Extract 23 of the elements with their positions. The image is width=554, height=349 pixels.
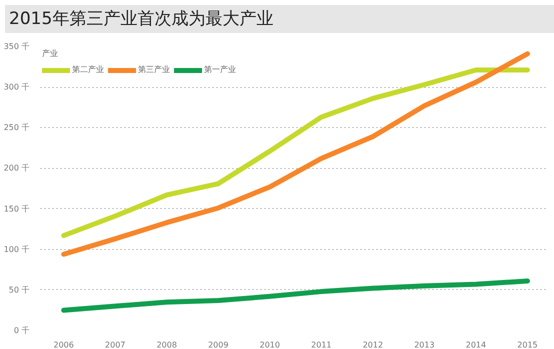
legend-title: 产业 <box>42 48 59 59</box>
x-tick-label: 2010 <box>260 340 280 349</box>
y-tick-label: 0 千 <box>14 326 30 335</box>
y-tick-label: 300 千 <box>4 82 30 92</box>
x-tick-label: 2014 <box>466 340 486 349</box>
x-tick-label: 2015 <box>517 340 538 349</box>
x-tick-label: 2012 <box>362 340 384 349</box>
y-tick-label: 350 千 <box>4 42 30 51</box>
y-tick-label: 150 千 <box>4 204 30 214</box>
y-tick-label: 50 千 <box>8 285 30 294</box>
x-tick-label: 2011 <box>311 340 332 349</box>
y-tick-label: 250 千 <box>4 123 30 132</box>
x-tick-label: 2013 <box>414 340 435 349</box>
y-tick-label: 200 千 <box>4 164 30 173</box>
legend-label: 第三产业 <box>138 64 170 75</box>
chart-title: 2015年第三产业首次成为最大产业 <box>9 8 274 31</box>
legend-label: 第一产业 <box>204 64 236 75</box>
x-tick-label: 2007 <box>105 340 126 349</box>
legend-label: 第二产业 <box>72 64 104 75</box>
y-tick-label: 100 千 <box>4 244 30 254</box>
x-tick-label: 2006 <box>54 340 74 349</box>
x-tick-label: 2008 <box>156 340 177 349</box>
x-tick-label: 2009 <box>208 340 228 349</box>
